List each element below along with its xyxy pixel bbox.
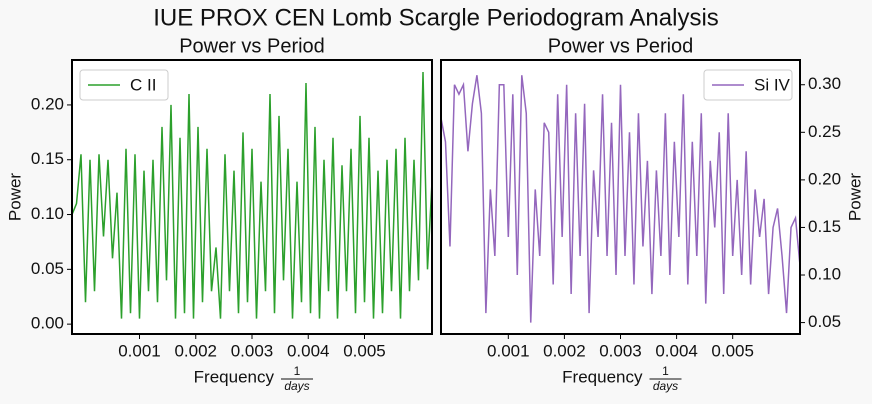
subplot-title: Power vs Period	[179, 35, 325, 57]
x-axis-label: Frequency	[194, 367, 275, 386]
legend-label: Si IV	[754, 75, 791, 94]
y-tick-label: 0.00	[31, 314, 64, 333]
x-tick-label: 0.003	[599, 341, 642, 360]
subplot-title: Power vs Period	[548, 35, 694, 57]
y-axis-label: Power	[845, 173, 864, 222]
legend-box	[79, 69, 169, 101]
plot-area	[72, 72, 432, 319]
x-label-numerator: 1	[662, 364, 669, 378]
x-label-numerator: 1	[294, 364, 301, 378]
x-label-denominator: days	[284, 379, 309, 393]
x-tick-label: 0.005	[711, 341, 754, 360]
data-line	[72, 72, 432, 319]
x-tick-label: 0.005	[343, 341, 386, 360]
x-axis-label: Frequency	[562, 367, 643, 386]
y-tick-label: 0.10	[808, 264, 841, 283]
y-tick-label: 0.10	[31, 204, 64, 223]
plot-area	[441, 75, 800, 323]
axes-background	[72, 60, 432, 334]
y-tick-label: 0.20	[808, 169, 841, 188]
y-tick-label: 0.30	[808, 74, 841, 93]
y-tick-label: 0.25	[808, 122, 841, 141]
x-tick-label: 0.001	[487, 341, 530, 360]
legend-box	[703, 69, 793, 101]
y-tick-label: 0.15	[31, 149, 64, 168]
x-tick-label: 0.004	[655, 341, 698, 360]
data-line	[441, 75, 800, 323]
x-tick-label: 0.001	[118, 341, 161, 360]
x-tick-label: 0.003	[231, 341, 274, 360]
x-tick-label: 0.004	[287, 341, 330, 360]
y-tick-label: 0.20	[31, 94, 64, 113]
x-tick-label: 0.002	[543, 341, 586, 360]
figure-title: IUE PROX CEN Lomb Scargle Periodogram An…	[153, 4, 719, 31]
legend-label: C II	[130, 75, 156, 94]
x-label-denominator: days	[653, 379, 678, 393]
y-tick-label: 0.05	[31, 259, 64, 278]
y-tick-label: 0.05	[808, 312, 841, 331]
y-axis-label: Power	[5, 173, 24, 222]
x-tick-label: 0.002	[174, 341, 217, 360]
y-tick-label: 0.15	[808, 217, 841, 236]
